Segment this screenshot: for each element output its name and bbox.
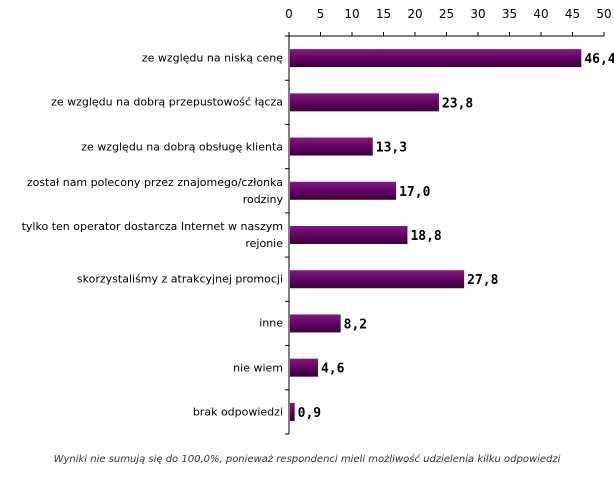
x-tick-label: 15 (376, 7, 391, 21)
category-label: tylko ten operator dostarcza Internet w … (21, 220, 283, 250)
bar (290, 93, 439, 112)
data-label: 27,8 (467, 273, 498, 288)
category-label: inne (259, 316, 283, 330)
category-label: ze względu na niską cenę (141, 51, 283, 65)
category-label: został nam polecony przez znajomego/czło… (26, 175, 283, 206)
data-label: 18,8 (410, 229, 441, 244)
bar (290, 49, 582, 68)
x-tick-label: 10 (344, 7, 359, 21)
x-tick-label: 50 (596, 7, 611, 21)
x-tick-label: 40 (533, 7, 548, 21)
bar (290, 358, 318, 377)
category-label: skorzystaliśmy z atrakcyjnej promocji (76, 272, 283, 286)
bar (290, 270, 465, 289)
data-label: 23,8 (442, 96, 473, 111)
data-label: 8,2 (344, 317, 367, 332)
x-tick-label: 30 (470, 7, 485, 21)
bar (290, 402, 295, 421)
data-label: 17,0 (399, 185, 430, 200)
x-tick-label: 20 (407, 7, 422, 21)
bar (290, 314, 341, 333)
x-tick-label: 45 (565, 7, 580, 21)
bar (290, 226, 408, 244)
category-label: nie wiem (233, 361, 283, 375)
x-tick-label: 5 (317, 7, 325, 21)
bar (290, 137, 373, 156)
data-label: 0,9 (298, 406, 321, 421)
x-tick-label: 25 (439, 7, 454, 21)
x-tick-label: 35 (502, 7, 517, 21)
category-label: ze względu na dobrą przepustowość łącza (51, 95, 283, 109)
category-label: ze względu na dobrą obsługę klienta (81, 140, 283, 154)
category-label: brak odpowiedzi (192, 405, 283, 419)
data-label: 4,6 (321, 362, 345, 377)
chart-footnote: Wyniki nie sumują się do 100,0%, poniewa… (53, 454, 561, 465)
bar (290, 181, 397, 200)
x-tick-label: 0 (285, 7, 293, 21)
data-label: 46,4 (584, 52, 614, 67)
data-label: 13,3 (376, 141, 407, 156)
